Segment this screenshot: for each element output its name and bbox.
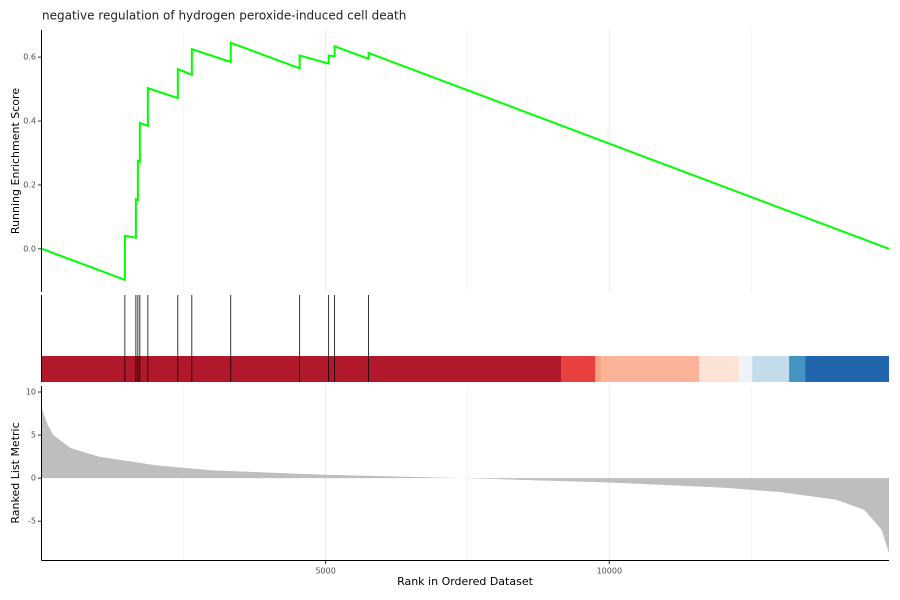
y-tick-label: 0.2 <box>23 180 36 189</box>
x-tick-label: 5000 <box>315 567 335 576</box>
y-tick-label: 0 <box>31 474 36 483</box>
color-band <box>561 356 596 382</box>
color-band <box>699 356 740 382</box>
color-band <box>805 356 889 382</box>
enrichment-line <box>41 41 890 282</box>
chart-title: negative regulation of hydrogen peroxide… <box>42 9 406 23</box>
marks <box>41 41 890 554</box>
color-band <box>739 356 753 382</box>
y-tick-label: 5 <box>31 431 36 440</box>
color-band <box>595 356 602 382</box>
y-tick-label: 0.6 <box>23 53 36 62</box>
color-band <box>601 356 700 382</box>
y-tick-label: 0.4 <box>23 117 36 126</box>
x-axis-label: Rank in Ordered Dataset <box>397 575 534 588</box>
color-band <box>42 356 562 382</box>
y-tick-label: -5 <box>28 517 36 526</box>
y-tick-label: 0.0 <box>23 244 36 253</box>
metric-area <box>42 409 889 554</box>
y-axis-label: Ranked List Metric <box>9 422 22 523</box>
labels: 5000 10000 -5 0 5 10 0.0 0.2 0.4 0.6 <box>23 53 622 576</box>
x-tick-label: 10000 <box>597 567 622 576</box>
y-tick-label: 10 <box>26 388 36 397</box>
color-band <box>789 356 806 382</box>
color-band <box>752 356 790 382</box>
y-axis-label: Running Enrichment Score <box>9 88 22 234</box>
